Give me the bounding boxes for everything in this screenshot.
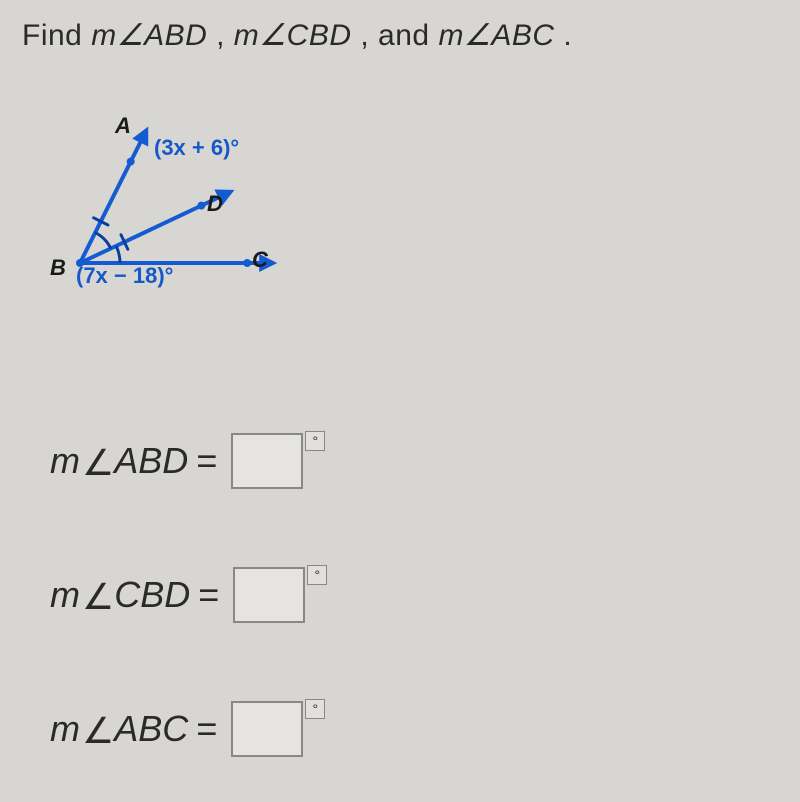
answer-label-1: CBD	[114, 574, 190, 616]
answer-row-cbd: m∠CBD = °	[50, 567, 778, 623]
degree-box: °	[305, 699, 325, 719]
answer-label-0: ABD	[114, 440, 188, 482]
label-D: D	[207, 191, 223, 217]
m-prefix: m	[50, 708, 80, 750]
degree-box: °	[305, 431, 325, 451]
q-suffix: .	[555, 19, 573, 52]
q-term-0: m∠ABD	[91, 19, 207, 52]
q-sep1: ,	[207, 19, 234, 52]
answer-label-2: ABC	[114, 708, 188, 750]
label-A: A	[115, 113, 131, 139]
angle-diagram: A D B C (3x + 6)° (7x − 18)°	[42, 113, 302, 313]
equals-sign: =	[196, 440, 217, 482]
angle-symbol: ∠	[82, 710, 114, 752]
equals-sign: =	[196, 708, 217, 750]
answer-input-cbd[interactable]	[233, 567, 305, 623]
expr-dbc: (7x − 18)°	[76, 263, 173, 289]
label-C: C	[252, 247, 268, 273]
answer-input-abc[interactable]	[231, 701, 303, 757]
q-term-2: m∠ABC	[438, 19, 554, 52]
answer-input-abd[interactable]	[231, 433, 303, 489]
expr-abd: (3x + 6)°	[154, 135, 239, 161]
answer-row-abd: m∠ABD = °	[50, 433, 778, 489]
q-sep2: , and	[352, 19, 439, 52]
label-B: B	[50, 255, 66, 281]
angle-symbol: ∠	[82, 576, 114, 618]
angle-symbol: ∠	[82, 442, 114, 484]
worksheet-page: Find m∠ABD , m∠CBD , and m∠ABC . A D B C…	[0, 0, 800, 802]
q-term-1: m∠CBD	[234, 19, 352, 52]
m-prefix: m	[50, 440, 80, 482]
m-prefix: m	[50, 574, 80, 616]
answer-row-abc: m∠ABC = °	[50, 701, 778, 757]
q-prefix: Find	[22, 19, 91, 52]
answers-section: m∠ABD = ° m∠CBD = ° m∠ABC = °	[22, 433, 778, 757]
question-text: Find m∠ABD , m∠CBD , and m∠ABC .	[22, 18, 778, 53]
equals-sign: =	[198, 574, 219, 616]
degree-box: °	[307, 565, 327, 585]
